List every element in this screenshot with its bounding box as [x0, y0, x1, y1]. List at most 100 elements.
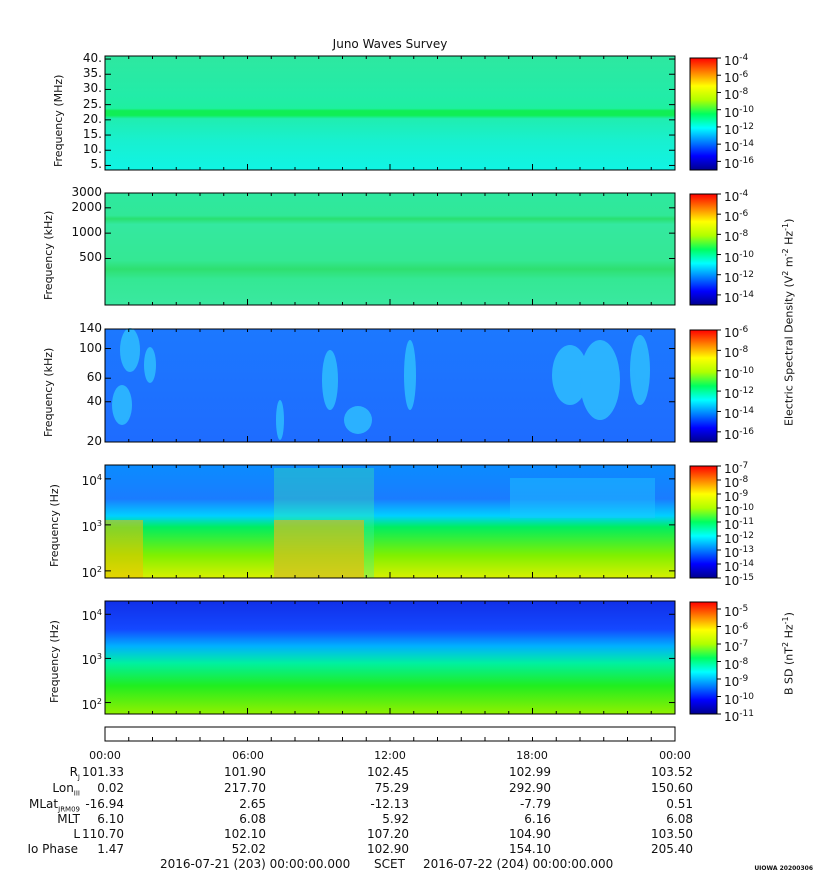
row-label-mlt: MLT: [57, 812, 80, 826]
colorbar-2-tick-label: 10-6: [724, 209, 749, 225]
panel-3-ytick-label: 20: [86, 434, 102, 448]
panel-1-ytick-label: 5.: [90, 157, 102, 172]
panel-1-ytick-label: 10.: [82, 142, 102, 157]
colorbar-3-tick-label: 10-14: [724, 406, 754, 422]
x-tick-0000-start: 00:00: [89, 749, 121, 762]
panel-1-ylabel: Frequency (MHz): [52, 74, 65, 167]
colorbar-1-tick-label: 10-16: [724, 156, 754, 172]
panel-2-image: [105, 193, 675, 305]
panel-4-ylabel: Frequency (Hz): [48, 484, 61, 567]
panel-4-ytick-label: 103: [81, 518, 102, 534]
ephemeris-value: 102.45: [367, 765, 409, 779]
colorbar-5-tick-label: 10-11: [724, 709, 754, 724]
panel-1-image: [105, 56, 675, 170]
ephemeris-value: 102.10: [224, 827, 266, 841]
ephemeris-value: 150.60: [651, 781, 693, 795]
panel-1-ytick-label: 20.: [82, 111, 102, 126]
ephemeris-value: 0.02: [97, 781, 124, 795]
row-label-mlat: MLatJRM09: [29, 797, 80, 814]
ephemeris-value: -12.13: [370, 797, 409, 811]
colorbar-2-tick-label: 10-10: [724, 249, 754, 265]
colorbar-1-tick-label: 10-6: [724, 70, 749, 86]
x-tick-0600: 06:00: [232, 749, 264, 762]
ephemeris-value: 205.40: [651, 842, 693, 856]
panel-2-ytick-label: 2000: [71, 199, 102, 214]
x-tick-1800: 18:00: [516, 749, 548, 762]
colorbar-2-tick-label: 10-4: [724, 189, 749, 204]
ephemeris-value: 52.02: [231, 842, 266, 856]
ephemeris-value: 6.08: [239, 812, 266, 826]
colorbar-1-tick-label: 10-8: [724, 87, 749, 103]
ephemeris-value: 217.70: [224, 781, 266, 795]
colorbar-5-tick-label: 10-6: [724, 621, 749, 637]
panel-1-ytick-label: 15.: [82, 127, 102, 142]
panel-5-ytick-label: 103: [81, 652, 102, 668]
colorbar-4-tick-label: 10-8: [724, 475, 749, 490]
colorbar-2-tick-label: 10-14: [724, 289, 754, 305]
colorbar-4-tick-label: 10-12: [724, 531, 754, 546]
start-time-label: 2016-07-21 (203) 00:00:00.000: [160, 857, 351, 871]
colorbar-5-tick-label: 10-10: [724, 691, 754, 707]
ephemeris-value: 0.51: [666, 797, 693, 811]
panel-5-ytick-label: 104: [81, 608, 102, 624]
ephemeris-value: -16.94: [85, 797, 124, 811]
x-tick-0000-end: 00:00: [659, 749, 691, 762]
panel-3-ytick-label: 40: [86, 393, 102, 408]
panel-4-ytick-label: 102: [81, 564, 102, 580]
row-label-lon: LonIII: [52, 781, 80, 798]
ephemeris-value: 101.90: [224, 765, 266, 779]
colorbar-4-tick-label: 10-10: [724, 503, 754, 518]
colorbar-2: [689, 193, 718, 306]
ephemeris-value: -7.79: [519, 797, 551, 811]
ephemeris-value: 1.47: [97, 842, 124, 856]
colorbar-5: [689, 601, 718, 715]
panel-3-ylabel: Frequency (kHz): [42, 347, 55, 437]
colorbar-3-tick-label: 10-10: [724, 365, 754, 381]
ephemeris-value: 103.50: [651, 827, 693, 841]
panel-5-image: [105, 601, 675, 714]
panel-3-emission-bursts: [112, 328, 650, 440]
colorbar-3-tick-label: 10-12: [724, 386, 754, 402]
row-label-rj: RJ: [69, 765, 80, 782]
colorbar-1-tick-label: 10-10: [724, 104, 754, 120]
colorbar-4-tick-label: 10-15: [724, 573, 754, 588]
ephemeris-value: 101.33: [82, 765, 124, 779]
colorbar-1-tick-label: 10-14: [724, 139, 754, 155]
colorbar-1: [689, 57, 718, 171]
magnetic-colorbar-title: B SD (nT2 Hz-1): [781, 612, 796, 695]
panel-1-ytick-label: 35.: [82, 66, 102, 81]
ephemeris-value: 75.29: [374, 781, 409, 795]
colorbar-4-tick-label: 10-13: [724, 545, 754, 560]
axis-ticks: [104, 56, 721, 741]
panel-2-ytick-label: 500: [79, 250, 102, 265]
ephemeris-value: 5.92: [382, 812, 409, 826]
chart-title: Juno Waves Survey: [332, 37, 448, 51]
ephemeris-value: 6.08: [666, 812, 693, 826]
colorbar-2-tick-label: 10-12: [724, 269, 754, 285]
colorbar-4: [689, 465, 718, 579]
panel-3-ytick-label: 140: [79, 321, 102, 335]
panel-4-ytick-label: 104: [81, 472, 102, 488]
colorbar-3: [689, 329, 718, 443]
panel-3-ytick-label: 100: [79, 340, 102, 355]
panel-1-ytick-label: 25.: [82, 96, 102, 111]
electric-colorbar-title: Electric Spectral Density (V2 m-2 Hz-1): [781, 218, 796, 426]
row-label-io-phase: Io Phase: [27, 842, 78, 856]
row-label-l: L: [73, 827, 80, 841]
panel-2-ylabel: Frequency (kHz): [42, 210, 55, 300]
colorbar-4-tick-label: 10-11: [724, 517, 754, 532]
processing-stamp: UIOWA 20200306: [754, 865, 813, 872]
panel-2-ytick-label: 3000: [71, 185, 102, 199]
colorbar-3-tick-label: 10-16: [724, 426, 754, 442]
colorbar-3-tick-label: 10-6: [724, 325, 749, 340]
colorbar-5-tick-label: 10-8: [724, 656, 749, 672]
panel-2-ytick-label: 1000: [71, 225, 102, 240]
colorbar-2-tick-label: 10-8: [724, 229, 749, 245]
panel-1-ytick-label: 40.: [82, 51, 102, 66]
ephemeris-value: 102.90: [367, 842, 409, 856]
ephemeris-value: 292.90: [509, 781, 551, 795]
ephemeris-value: 107.20: [367, 827, 409, 841]
colorbar-3-tick-label: 10-8: [724, 345, 749, 361]
colorbar-5-tick-label: 10-7: [724, 639, 749, 654]
